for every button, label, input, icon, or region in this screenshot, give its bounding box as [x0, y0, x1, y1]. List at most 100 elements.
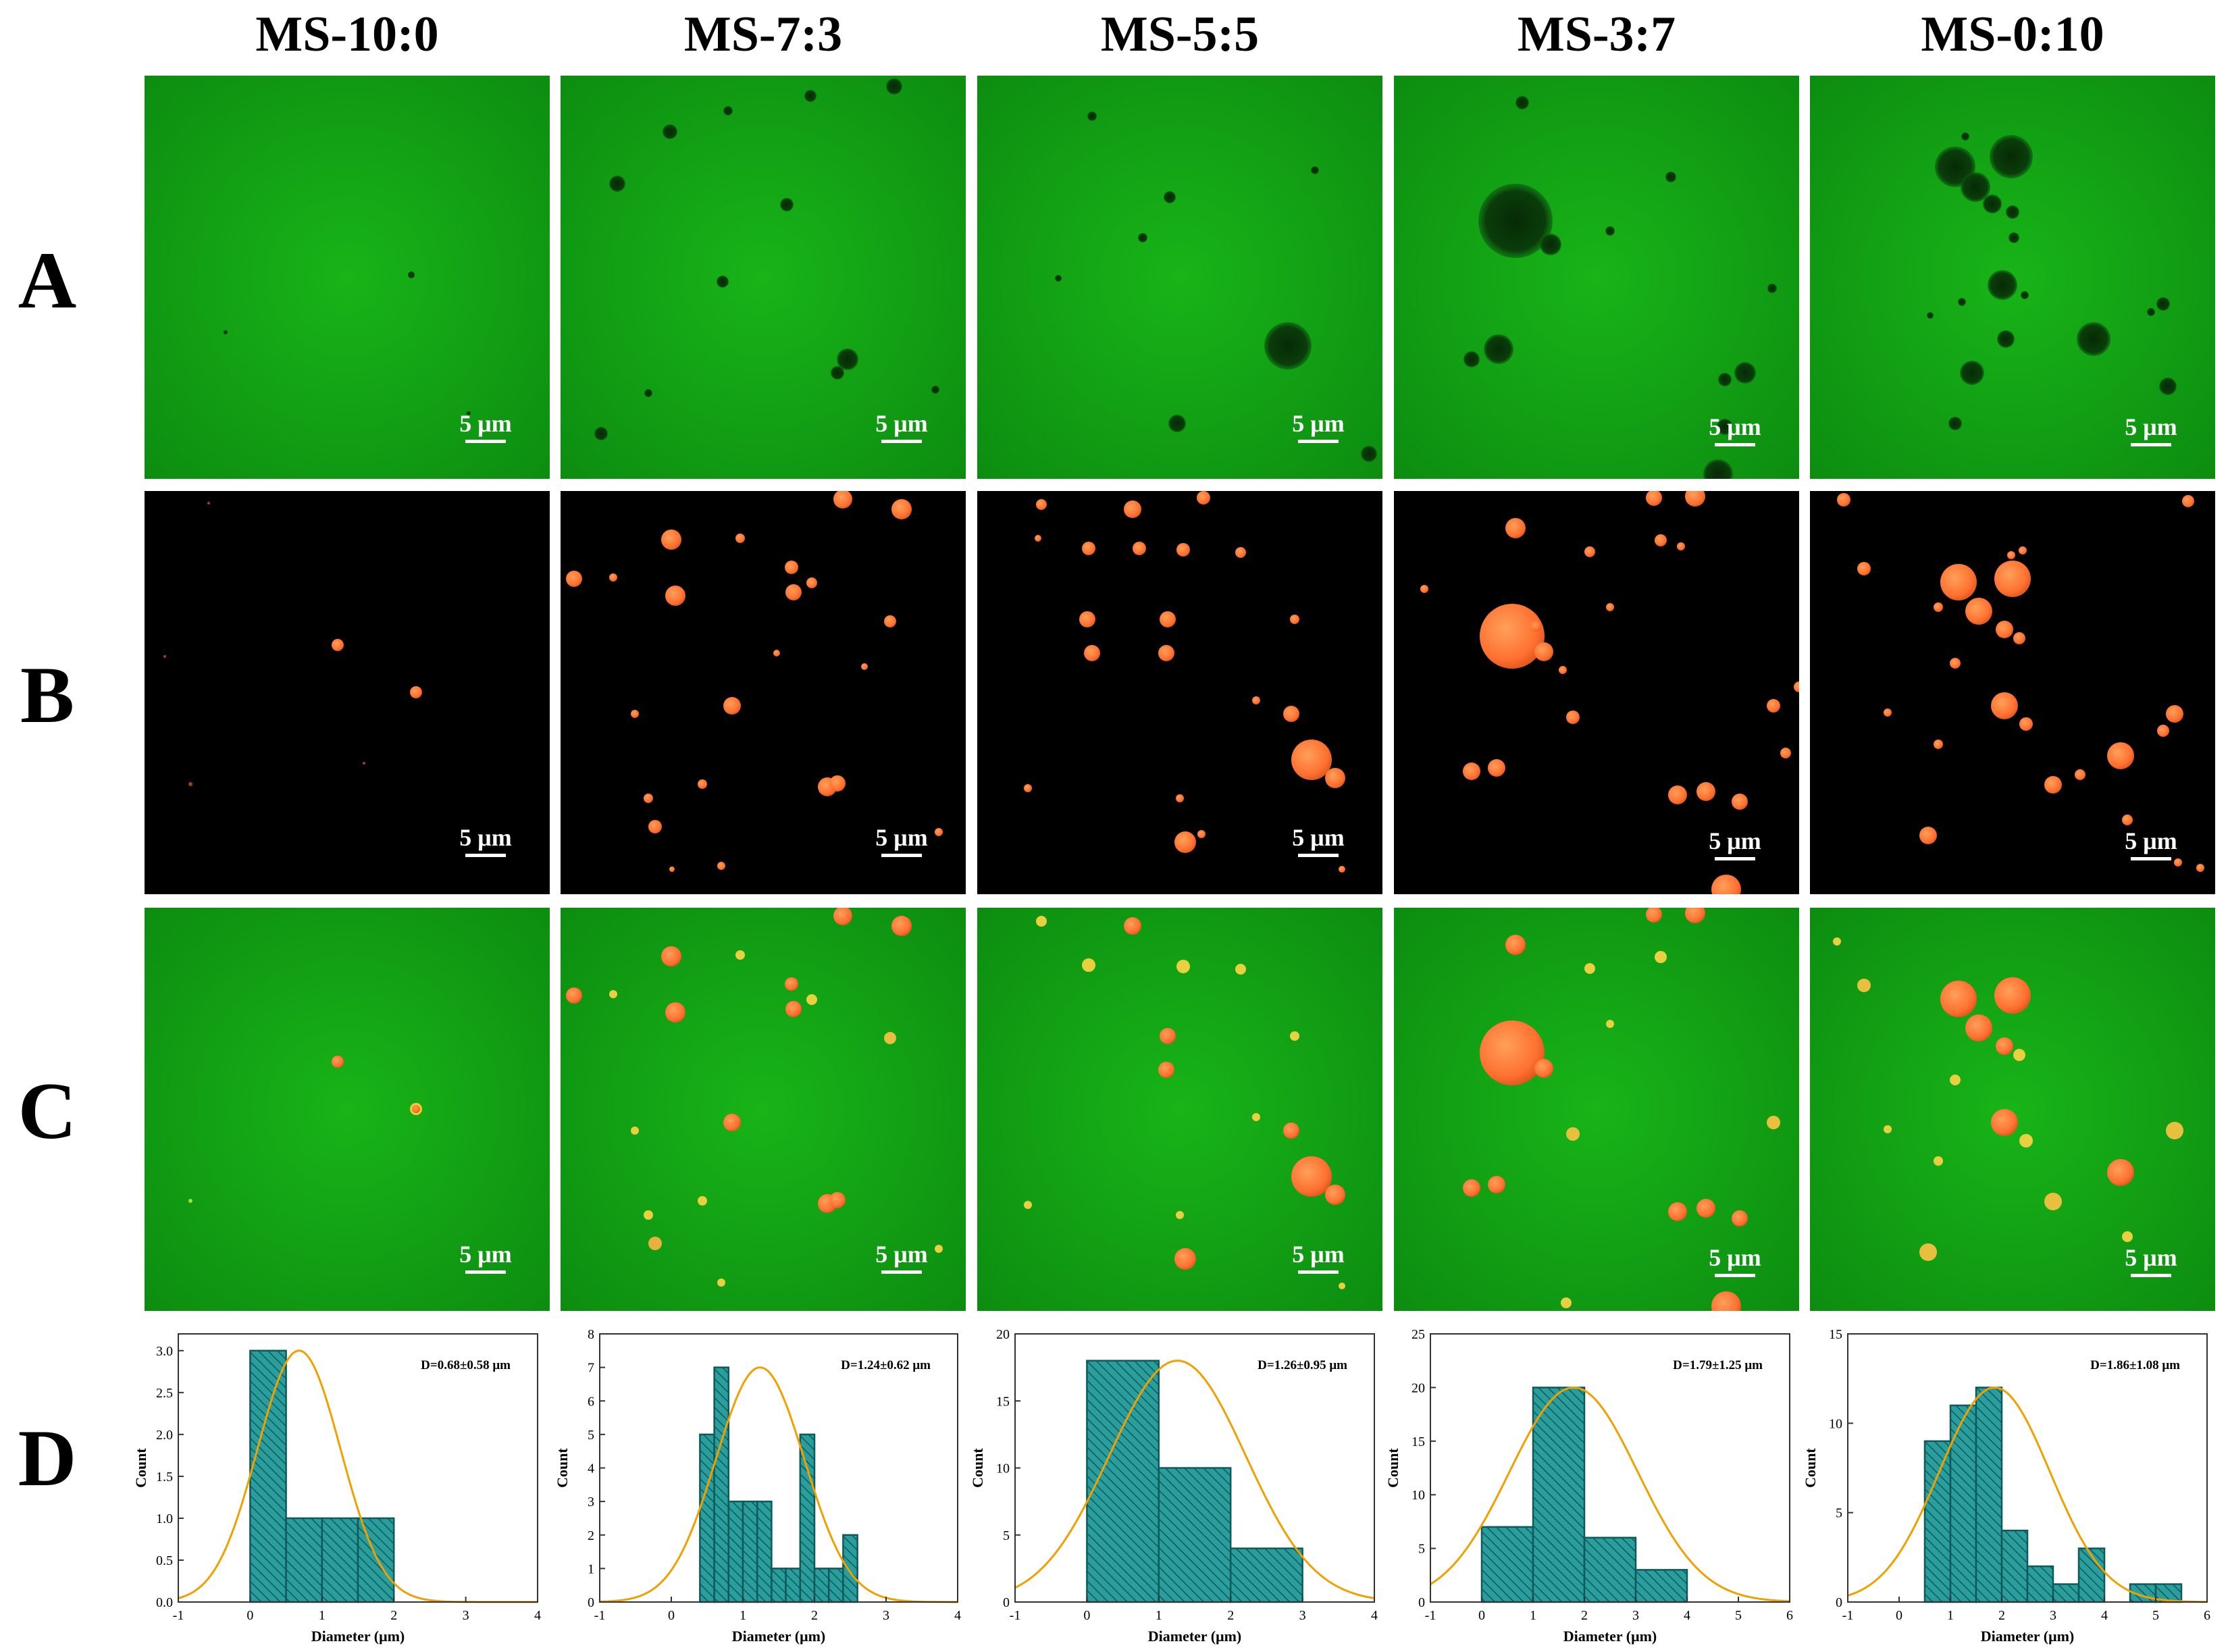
x-tick-label: 4	[2101, 1608, 2108, 1623]
scale-bar: 5 μm	[1694, 413, 1776, 446]
histogram-bar	[799, 1433, 816, 1603]
mean-diameter-annotation: D=1.24±0.62 μm	[841, 1358, 931, 1372]
x-axis-label: Diameter (μm)	[1563, 1628, 1657, 1645]
histogram-bar	[842, 1534, 858, 1603]
histogram-bar	[1975, 1387, 2003, 1603]
plot-frame	[178, 1333, 538, 1603]
y-tick-label: 0.0	[156, 1595, 173, 1610]
x-tick-label: 3	[2050, 1608, 2056, 1623]
scale-bar-label: 5 μm	[1709, 827, 1761, 854]
panel-a-ms-10-0: 5 μm	[145, 76, 550, 479]
histogram-bar	[1158, 1467, 1232, 1603]
x-tick-label: 0	[1083, 1608, 1090, 1623]
y-axis-label: Count	[969, 1447, 986, 1487]
x-tick-label: 3	[883, 1608, 889, 1623]
x-tick-label: 1	[1156, 1608, 1162, 1623]
panel-a-ms-3-7: 5 μm	[1394, 76, 1799, 479]
y-tick-label: 25	[1411, 1327, 1425, 1342]
plot-frame	[599, 1333, 958, 1603]
scale-bar-label: 5 μm	[1709, 1244, 1761, 1271]
gaussian-fit-curve	[599, 1366, 958, 1603]
mean-diameter-annotation: D=1.26±0.95 μm	[1258, 1358, 1347, 1372]
y-tick-label: 15	[996, 1394, 1010, 1409]
y-tick-label: 20	[996, 1327, 1010, 1342]
scale-bar-label: 5 μm	[2125, 413, 2177, 440]
scale-bar: 5 μm	[1694, 1244, 1776, 1277]
histogram-bar	[756, 1500, 773, 1603]
x-axis-label: Diameter (μm)	[311, 1628, 405, 1645]
panel-c-ms-7-3: 5 μm	[561, 908, 966, 1311]
y-tick-label: 15	[1829, 1327, 1842, 1342]
scale-bar-label: 5 μm	[2125, 1244, 2177, 1271]
y-tick-label: 2.0	[156, 1428, 173, 1443]
scale-bar: 5 μm	[445, 410, 526, 443]
histogram-bar	[2052, 1583, 2080, 1603]
x-axis-label: Diameter (μm)	[732, 1628, 826, 1645]
histogram-bar	[713, 1366, 730, 1603]
column-title-ms-3-7: MS-3:7	[1517, 7, 1676, 62]
x-tick-label: 0	[1896, 1608, 1902, 1623]
x-tick-label: 1	[740, 1608, 746, 1623]
y-tick-label: 0	[1836, 1595, 1842, 1610]
x-tick-label: -1	[173, 1608, 184, 1623]
y-axis-label: Count	[1802, 1447, 1819, 1487]
scale-bar: 5 μm	[861, 410, 942, 443]
y-tick-label: 20	[1411, 1380, 1425, 1395]
x-tick-label: 5	[1735, 1608, 1742, 1623]
row-label-d: D	[18, 1413, 77, 1503]
panel-c-ms-3-7: 5 μm	[1394, 908, 1799, 1311]
scale-bar-label: 5 μm	[1292, 410, 1345, 437]
histogram-bar	[742, 1500, 758, 1603]
histogram-bar	[1229, 1547, 1303, 1603]
panel-b-ms-3-7: 5 μm	[1394, 491, 1799, 894]
y-tick-label: 5	[1003, 1528, 1010, 1543]
x-tick-label: 3	[1632, 1608, 1639, 1623]
y-tick-label: 2.5	[156, 1386, 173, 1401]
histogram-bar	[827, 1568, 844, 1603]
histogram-ms-10-0: -1 0 1 2 3 4 0.0 0.5 1.0 1.5 2.0 2.5 3.0 Diameter (μm…	[132, 1324, 554, 1648]
histogram-bar	[2026, 1565, 2054, 1603]
histogram-ms-0-10: -1 0 1 2 3 4 5 6 0 5 10 15 Diameter (μm) Count D=1.86±…	[1802, 1324, 2225, 1648]
scale-bar-label: 5 μm	[459, 824, 512, 851]
plot-frame	[1430, 1333, 1790, 1603]
x-tick-label: 6	[1786, 1608, 1793, 1623]
histogram-bar	[2000, 1529, 2029, 1603]
histogram-bar	[321, 1517, 359, 1603]
column-title-ms-10-0: MS-10:0	[255, 7, 439, 62]
y-tick-label: 6	[588, 1394, 594, 1409]
y-tick-label: 0	[1003, 1595, 1010, 1610]
x-tick-label: -1	[594, 1608, 606, 1623]
scale-bar: 5 μm	[861, 824, 942, 857]
x-tick-label: 4	[534, 1608, 541, 1623]
x-tick-label: -1	[1010, 1608, 1021, 1623]
scale-bar-label: 5 μm	[1292, 824, 1345, 851]
x-tick-label: 2	[1227, 1608, 1234, 1623]
scale-bar: 5 μm	[1278, 1241, 1359, 1274]
panel-a-ms-7-3: 5 μm	[561, 76, 966, 479]
plot-frame	[1847, 1333, 2208, 1603]
histogram-bar	[1949, 1404, 1977, 1603]
column-title-ms-7-3: MS-7:3	[683, 7, 843, 62]
histogram-ms-5-5: -1 0 1 2 3 4 0 5 10 15 20 Diameter (μm) Count D=1.26±…	[969, 1324, 1391, 1648]
row-label-c: C	[18, 1066, 77, 1156]
y-tick-label: 0	[588, 1595, 594, 1610]
gaussian-fit-curve	[1014, 1360, 1375, 1599]
histogram-svg: -1 0 1 2 3 4 0.0 0.5 1.0 1.5 2.0 2.5 3.0 Diameter (μm…	[132, 1333, 541, 1645]
histogram-bar	[357, 1517, 395, 1603]
histogram-bar	[727, 1500, 744, 1603]
x-tick-label: 6	[2204, 1608, 2210, 1623]
scale-bar: 5 μm	[1278, 410, 1359, 443]
histogram-bar	[1583, 1537, 1637, 1603]
x-tick-label: 5	[2152, 1608, 2159, 1623]
x-tick-label: 3	[463, 1608, 469, 1623]
y-tick-label: 0	[1418, 1595, 1425, 1610]
panel-b-ms-0-10: 5 μm	[1810, 491, 2215, 894]
histogram-bar	[1086, 1360, 1160, 1603]
x-tick-label: 4	[1684, 1608, 1690, 1623]
gaussian-fit-curve	[1430, 1386, 1790, 1603]
histogram-ms-7-3: -1 0 1 2 3 4 0 1 2 3 4 5 6 7 8 Diameter (μm) Count D=1.24…	[554, 1324, 973, 1648]
y-tick-label: 1.5	[156, 1470, 173, 1485]
